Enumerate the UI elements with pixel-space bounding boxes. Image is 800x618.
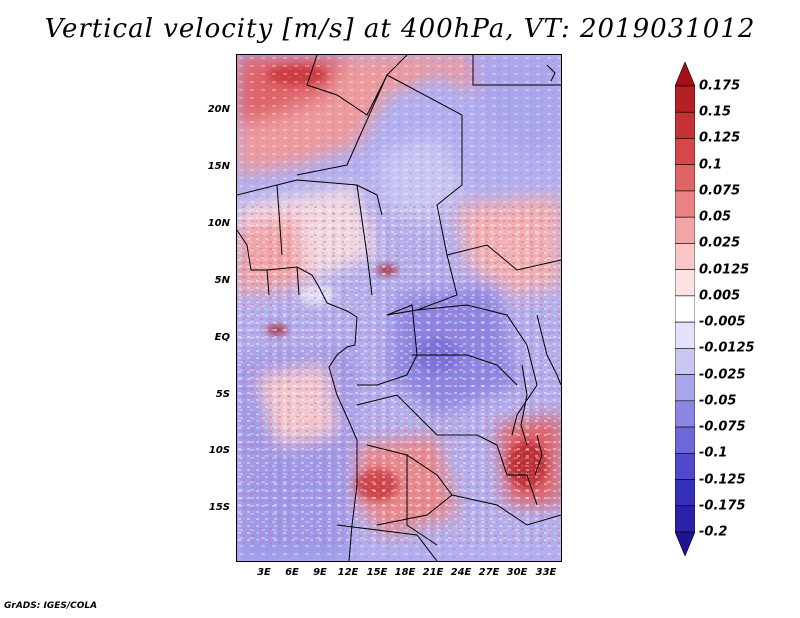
colorbar-label: 0.15: [699, 104, 732, 120]
colorbar-bin-18: [675, 531, 695, 556]
map-panel: [236, 54, 562, 562]
colorbar-label: -0.2: [699, 524, 728, 540]
colorbar-bin-7: [675, 243, 695, 270]
colorbar-label: 0.005: [699, 288, 741, 304]
lon-label-3e: 3E: [257, 567, 271, 578]
lon-label-30e: 30E: [506, 567, 528, 578]
colorbar-label: -0.1: [699, 445, 728, 461]
lon-label-12e: 12E: [337, 567, 359, 578]
colorbar-label: 0.05: [699, 209, 732, 225]
colorbar-label: -0.025: [699, 367, 746, 383]
colorbar-label: 0.175: [699, 78, 741, 94]
colorbar-bin-8: [675, 269, 695, 297]
colorbar-bin-13: [675, 400, 695, 428]
lon-label-27e: 27E: [478, 567, 500, 578]
colorbar-bin-4: [675, 164, 695, 192]
colorbar-bin-17: [675, 505, 695, 533]
colorbar-bin-15: [675, 452, 695, 480]
colorbar-bin-11: [675, 348, 695, 375]
velocity-field: [237, 55, 561, 561]
lat-label-eq: EQ: [214, 332, 230, 343]
colorbar: [675, 62, 695, 556]
colorbar-label: 0.075: [699, 183, 741, 199]
colorbar-bin-2: [675, 111, 695, 139]
colorbar-bin-1: [675, 85, 695, 113]
lon-label-33e: 33E: [535, 567, 557, 578]
country-boundaries: [237, 55, 561, 561]
colorbar-label: -0.075: [699, 419, 746, 435]
colorbar-label: 0.0125: [699, 262, 750, 278]
colorbar-bin-6: [675, 216, 695, 244]
lat-label-15n: 15N: [207, 161, 230, 172]
colorbar-bin-3: [675, 138, 695, 166]
colorbar-label: 0.125: [699, 130, 741, 146]
lon-label-18e: 18E: [394, 567, 416, 578]
lat-label-10n: 10N: [207, 218, 230, 229]
colorbar-label: -0.0125: [699, 340, 755, 356]
grads-credit: GrADS: IGES/COLA: [4, 601, 98, 611]
lat-label-15s: 15S: [208, 502, 230, 513]
colorbar-bin-0: [675, 62, 695, 87]
colorbar-bin-14: [675, 426, 695, 454]
colorbar-label: -0.175: [699, 498, 746, 514]
lat-label-20n: 20N: [207, 104, 230, 115]
colorbar-label: -0.05: [699, 393, 737, 409]
colorbar-label: -0.125: [699, 472, 746, 488]
lon-label-21e: 21E: [422, 567, 444, 578]
colorbar-bin-5: [675, 190, 695, 218]
colorbar-label: 0.1: [699, 157, 723, 173]
lon-label-6e: 6E: [285, 567, 299, 578]
chart-title: Vertical velocity [m/s] at 400hPa, VT: 2…: [44, 14, 756, 44]
colorbar-bin-12: [675, 374, 695, 402]
colorbar-label: -0.005: [699, 314, 746, 330]
colorbar-label: 0.025: [699, 235, 741, 251]
lat-label-5s: 5S: [215, 389, 230, 400]
lon-label-24e: 24E: [450, 567, 472, 578]
lon-label-9e: 9E: [313, 567, 327, 578]
colorbar-bin-9: [675, 295, 695, 323]
colorbar-bin-10: [675, 321, 695, 349]
colorbar-bin-16: [675, 479, 695, 507]
lat-label-10s: 10S: [208, 445, 230, 456]
lon-label-15e: 15E: [366, 567, 388, 578]
lat-label-5n: 5N: [214, 275, 230, 286]
